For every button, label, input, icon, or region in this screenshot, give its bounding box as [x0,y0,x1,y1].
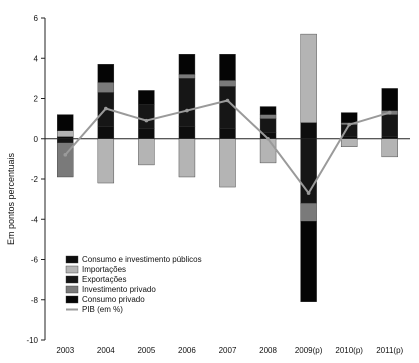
legend-label: Investimento privado [82,285,156,294]
pib-point [306,191,311,195]
pib-point [144,118,149,123]
bar-segment [178,78,196,127]
legend-swatch [65,255,79,264]
y-tick-label: -4 [31,215,39,224]
bar-segment [138,90,155,105]
x-axis-labels: 2003 2004 2005 2006 2007 2008 2009(p) 2010(p) 20… [56,346,403,355]
bar-segment [219,86,236,129]
pib-point [347,122,351,127]
bar-segment [57,136,74,139]
pib-point [387,110,392,115]
legend-swatch [65,275,79,284]
bar-segment [97,82,115,93]
legend-swatch [65,295,79,304]
y-tick-label: -10 [26,336,38,345]
bar-segment [340,112,358,123]
pib-point [266,136,270,141]
x-tick-label: 2008 [259,346,277,355]
pib-point [185,108,189,113]
bar-segment [219,138,236,188]
y-tick-label: -2 [31,175,39,184]
bar-segment [138,138,155,166]
y-tick-label: -8 [31,296,39,305]
y-axis-title: Em pontos percentuais [6,152,16,245]
x-tick-label: 2007 [219,346,237,355]
bar-segment [259,106,277,115]
x-tick-label: 2005 [137,346,155,355]
y-tick-label: 2 [34,95,39,104]
x-tick-label: 2004 [97,346,115,355]
bar-segment [219,54,236,81]
bar-segment [178,74,196,79]
legend-swatch [65,285,79,294]
bar-segment [259,114,277,119]
bar-segment [178,54,196,75]
bar-segment [381,114,398,137]
y-tick-label: 6 [34,14,39,23]
y-tick-label: 4 [34,54,39,63]
bar-segment [381,138,398,158]
bar-stacks [57,33,398,302]
legend-label: Consumo privado [82,295,145,304]
x-tick-label: 2011(p) [376,346,403,355]
x-tick-label: 2006 [178,346,196,355]
x-tick-label: 2009(p) [295,346,323,355]
bar-segment [300,202,317,222]
bar-segment [259,138,277,164]
bar-segment [138,128,155,139]
bar-segment [381,136,398,139]
bar-segment [381,88,398,111]
x-tick-label: 2003 [56,346,74,355]
pib-point [104,106,108,111]
bar-segment [300,221,317,302]
x-tick-label: 2010(p) [335,346,363,355]
legend-label: Exportações [82,275,126,284]
legend-swatch [65,265,79,274]
legend-label: Importações [82,265,126,274]
bar-segment [340,136,358,139]
bar-segment [178,126,196,139]
bar-segment [97,64,115,83]
pib-line-group [63,98,392,195]
pib-point [225,98,230,103]
bar-segment [57,130,74,137]
bar-segment [219,80,236,87]
bar-segment [97,126,115,139]
y-tick-label: -6 [31,256,39,265]
bar-segment [178,138,196,178]
bar-segment [219,128,236,139]
bar-segment [259,118,277,133]
bar-segment [57,114,74,131]
pib-point [63,153,68,157]
y-tick-label: 0 [34,135,39,144]
bar-segment [97,138,115,184]
bar-segment [300,122,317,139]
y-axis-ticks: -10 -8 -6 -4 -2 0 2 4 6 [26,14,45,345]
legend-label: Consumo e investimento públicos [82,255,202,264]
legend-label: PIB (em %) [82,305,123,314]
bar-segment [57,138,74,143]
bar-segment [340,138,358,148]
bar-segment [138,104,155,129]
legend: Consumo e investimento públicosImportaçõ… [65,255,202,314]
bar-segment [300,33,317,123]
